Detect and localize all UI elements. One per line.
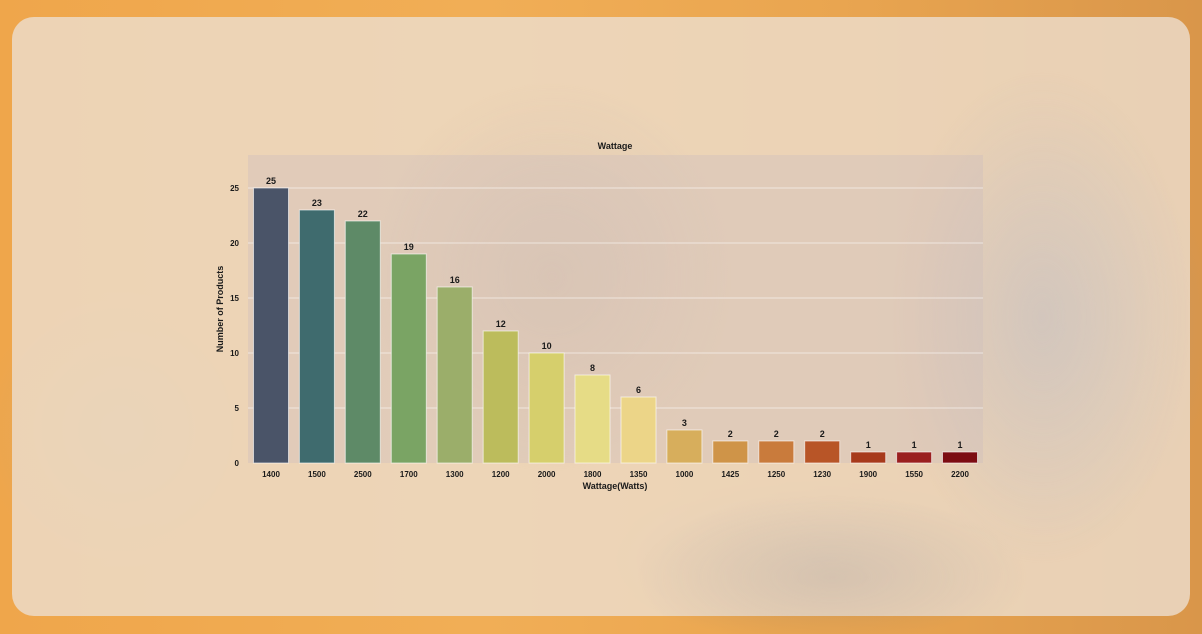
bar-1550 (896, 451, 933, 464)
bar-1200 (482, 330, 519, 464)
bar-1800 (574, 374, 611, 464)
data-label: 23 (312, 198, 322, 208)
x-tick-label: 1900 (859, 470, 877, 479)
card-overlay (12, 17, 1190, 616)
data-label: 1 (957, 440, 962, 450)
bar-1900 (850, 451, 887, 464)
bar-1230 (804, 440, 841, 464)
bar-1700 (390, 253, 427, 464)
y-tick-label: 5 (235, 404, 240, 413)
x-tick-label: 2200 (951, 470, 969, 479)
y-axis-label: Number of Products (215, 266, 225, 353)
data-label: 8 (590, 363, 595, 373)
data-label: 1 (912, 440, 917, 450)
x-axis-ticks: 1400 1500 2500 1700 1300 1200 2000 1800 1350 1000… (262, 470, 969, 479)
data-label: 12 (496, 319, 506, 329)
bar-1000 (666, 429, 703, 464)
bar-1425 (712, 440, 749, 464)
bar-1500 (298, 209, 335, 464)
x-tick-label: 1800 (584, 470, 602, 479)
data-label: 2 (728, 429, 733, 439)
x-tick-label: 1200 (492, 470, 510, 479)
x-tick-label: 1300 (446, 470, 464, 479)
bar-2000 (528, 352, 565, 464)
x-tick-label: 1230 (813, 470, 831, 479)
x-tick-label: 1550 (905, 470, 923, 479)
data-label: 25 (266, 176, 276, 186)
y-tick-label: 20 (230, 239, 239, 248)
y-tick-label: 0 (235, 459, 240, 468)
data-label: 16 (450, 275, 460, 285)
data-label: 22 (358, 209, 368, 219)
y-tick-label: 15 (230, 294, 239, 303)
data-label: 2 (774, 429, 779, 439)
y-tick-label: 10 (230, 349, 239, 358)
bar-1400 (253, 187, 289, 464)
x-tick-label: 1500 (308, 470, 326, 479)
content-card (12, 17, 1190, 616)
data-label: 6 (636, 385, 641, 395)
data-label: 3 (682, 418, 687, 428)
x-axis-label: Wattage(Watts) (583, 481, 648, 491)
bar-1300 (436, 286, 473, 464)
bar-2500 (344, 220, 381, 464)
bar-1350 (620, 396, 657, 464)
data-label: 19 (404, 242, 414, 252)
data-label: 1 (866, 440, 871, 450)
data-label: 2 (820, 429, 825, 439)
x-tick-label: 1700 (400, 470, 418, 479)
x-tick-label: 1000 (676, 470, 694, 479)
x-tick-label: 1425 (721, 470, 739, 479)
bar-2200 (942, 451, 978, 464)
x-tick-label: 1350 (630, 470, 648, 479)
x-tick-label: 2500 (354, 470, 372, 479)
x-tick-label: 1250 (767, 470, 785, 479)
bar-1250 (758, 440, 795, 464)
chart-title: Wattage (598, 141, 633, 151)
y-tick-label: 25 (230, 184, 239, 193)
y-axis-ticks: 0 5 10 15 20 25 (230, 184, 239, 468)
x-tick-label: 1400 (262, 470, 280, 479)
x-tick-label: 2000 (538, 470, 556, 479)
data-label: 10 (542, 341, 552, 351)
